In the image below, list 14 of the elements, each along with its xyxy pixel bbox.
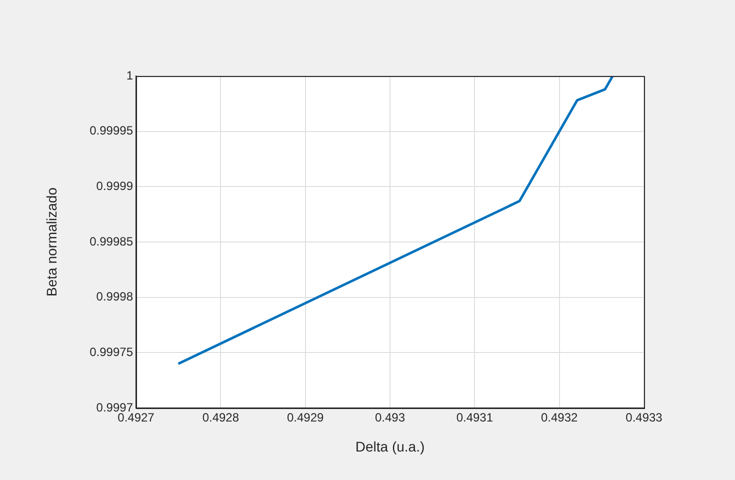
y-tick-label: 0.99995 <box>90 124 134 138</box>
y-axis-title: Beta normalizado <box>43 187 60 296</box>
y-tick-label: 0.99985 <box>90 234 134 248</box>
x-tick-label: 0.4929 <box>286 410 324 425</box>
x-tick-label: 0.4928 <box>202 410 240 425</box>
x-axis-title: Delta (u.a.) <box>355 438 425 454</box>
x-tick-label: 0.4931 <box>456 410 494 425</box>
y-tick-label: 0.9998 <box>96 290 134 304</box>
x-tick-label: 0.4932 <box>540 410 578 425</box>
y-tick-label: 0.99975 <box>90 344 134 359</box>
y-tick-label: 1 <box>126 68 134 82</box>
x-tick-label: 0.4933 <box>626 410 663 425</box>
x-tick-label: 0.493 <box>374 410 406 425</box>
y-tick-label: 0.9999 <box>96 178 134 193</box>
